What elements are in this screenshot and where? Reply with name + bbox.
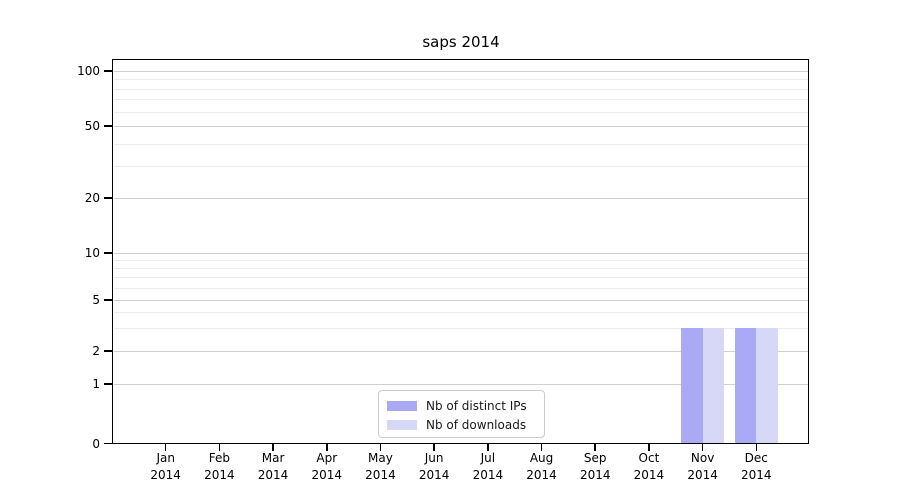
gridline-major [114, 300, 808, 301]
bar-downloads [702, 328, 725, 444]
legend-label-downloads: Nb of downloads [426, 417, 527, 432]
gridline-minor [114, 166, 808, 168]
legend: Nb of distinct IPs Nb of downloads [378, 390, 545, 438]
gridline-major [114, 126, 808, 127]
legend-swatch-distinct-ips [387, 400, 417, 411]
legend-swatch-downloads [387, 419, 417, 430]
y-tick [104, 125, 112, 127]
x-tick-label: Nov 2014 [687, 451, 718, 482]
x-tick [379, 444, 382, 451]
x-tick [540, 444, 543, 451]
gridline-minor [114, 143, 808, 145]
x-tick-label: Jun 2014 [418, 451, 450, 482]
x-tick-label: Jul 2014 [472, 451, 504, 482]
y-tick [104, 70, 112, 72]
bar-distinct-ips [734, 328, 757, 444]
y-tick-label: 100 [77, 64, 100, 78]
legend-item-downloads: Nb of downloads [387, 415, 534, 434]
y-tick [104, 299, 112, 301]
x-tick [755, 444, 758, 451]
gridline-minor [114, 260, 808, 262]
gridline-major [114, 71, 808, 72]
y-tick [104, 252, 112, 254]
y-tick-label: 50 [84, 119, 100, 133]
gridline-minor [114, 328, 808, 330]
y-tick-label: 2 [92, 344, 100, 358]
x-tick-label: May 2014 [365, 451, 396, 482]
chart-title: saps 2014 [422, 33, 500, 51]
x-tick-label: Sep 2014 [579, 451, 611, 482]
gridline-minor [114, 287, 808, 289]
gridline-minor [114, 312, 808, 314]
gridline-minor [114, 268, 808, 270]
x-tick-label: Feb 2014 [204, 451, 235, 482]
y-tick-label: 1 [92, 377, 100, 391]
gridline-minor [114, 277, 808, 279]
x-tick-label: Oct 2014 [633, 451, 665, 482]
gridline-major [114, 198, 808, 199]
x-tick [272, 444, 274, 451]
gridline-major [114, 253, 808, 254]
x-tick-label: Mar 2014 [257, 451, 289, 482]
x-tick-label: Jan 2014 [150, 451, 181, 482]
y-tick [104, 197, 112, 199]
gridline-minor [114, 88, 808, 90]
x-tick [487, 444, 489, 451]
x-tick [648, 444, 650, 451]
x-tick [164, 444, 167, 451]
legend-label-distinct-ips: Nb of distinct IPs [426, 398, 527, 413]
x-tick [218, 444, 221, 451]
bar-downloads [756, 328, 778, 444]
gridline-minor [114, 79, 808, 81]
y-tick-label: 0 [92, 436, 100, 451]
x-tick [326, 444, 328, 451]
x-tick [701, 444, 704, 451]
x-tick-label: Dec 2014 [741, 451, 772, 482]
x-tick [433, 444, 435, 451]
x-tick-label: Apr 2014 [311, 451, 343, 482]
y-tick [104, 350, 112, 352]
bar-distinct-ips [681, 328, 703, 444]
gridline-minor [114, 99, 808, 101]
gridline-minor [114, 111, 808, 113]
y-tick-label: 5 [92, 293, 100, 307]
y-tick-label: 20 [84, 191, 100, 205]
gridline-major [114, 384, 808, 385]
x-tick [594, 444, 596, 451]
y-tick-label: 10 [84, 246, 100, 260]
gridline-major [114, 351, 808, 352]
legend-item-distinct-ips: Nb of distinct IPs [387, 396, 534, 415]
y-tick [104, 383, 112, 385]
y-tick [104, 442, 112, 445]
x-tick-label: Aug 2014 [526, 451, 557, 482]
